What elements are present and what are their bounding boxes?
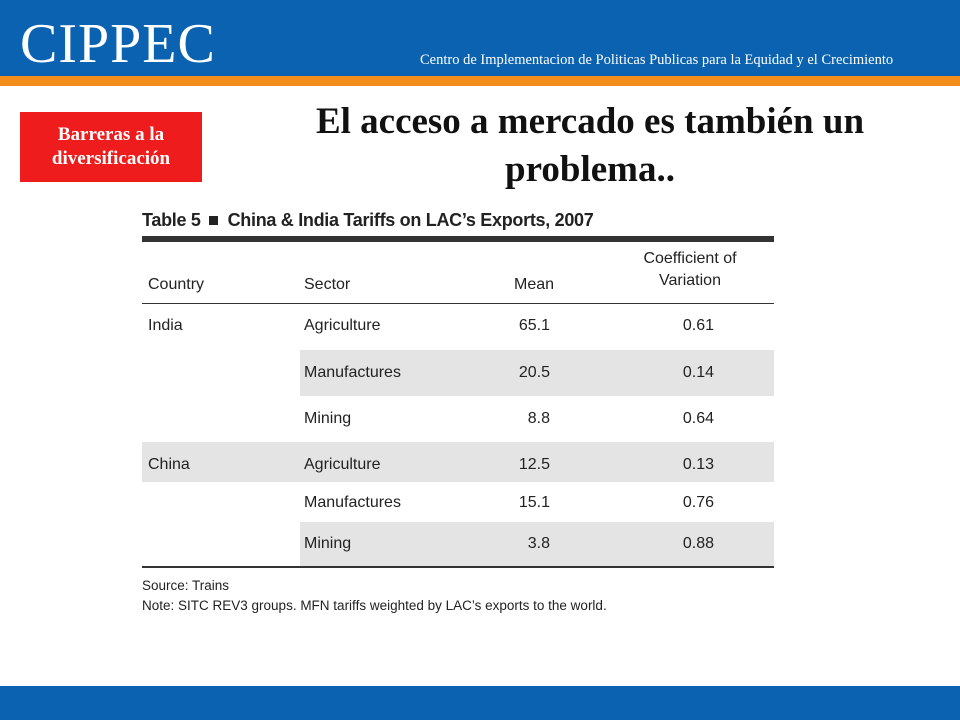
- row-shade-china-agriculture: [142, 442, 774, 482]
- table-cell-sector: Manufactures: [304, 494, 401, 511]
- header-sector: Sector: [304, 276, 351, 293]
- slide-title-line-2: problema..: [505, 149, 675, 190]
- table-cell-sector: Manufactures: [304, 364, 401, 381]
- header-mean: Mean: [514, 276, 555, 293]
- table-bottom-rule: [142, 566, 774, 568]
- table-cell-mean: 65.1: [518, 317, 550, 334]
- slide-title: El acceso a mercado es también un proble…: [230, 98, 950, 194]
- header-accent-stripe: [0, 76, 960, 86]
- table-cell-sector: Agriculture: [304, 456, 381, 473]
- footer-bar: [0, 686, 960, 720]
- table-cell-country: India: [148, 317, 183, 334]
- header-bar: CIPPEC Centro de Implementacion de Polit…: [0, 0, 960, 76]
- header-cov-line-1: Coefficient of: [643, 250, 737, 267]
- row-shade-india-manufactures: [300, 350, 774, 396]
- table-cell-cov: 0.61: [682, 317, 714, 334]
- table-cell-mean: 20.5: [518, 364, 550, 381]
- table-cell-country: China: [148, 456, 190, 473]
- table-top-rule: [142, 236, 774, 242]
- table-cell-mean: 3.8: [527, 535, 550, 552]
- square-bullet-icon: [208, 215, 218, 225]
- header-cov-line-2: Variation: [659, 272, 721, 289]
- row-shade-china-mining: [300, 522, 774, 566]
- table-cell-mean: 8.8: [527, 410, 550, 427]
- table-title: China & India Tariffs on LAC’s Exports, …: [227, 210, 594, 230]
- header-tagline: Centro de Implementacion de Politicas Pu…: [420, 52, 894, 68]
- table-caption: Table 5 China & India Tariffs on LAC’s Ex…: [142, 206, 774, 234]
- table-cell-cov: 0.88: [682, 535, 714, 552]
- table-cell-cov: 0.14: [682, 364, 714, 381]
- table-source: Source: Trains: [142, 578, 230, 593]
- table-note: Note: SITC REV3 groups. MFN tariffs weig…: [142, 598, 607, 613]
- table-cell-cov: 0.64: [682, 410, 714, 427]
- table-cell-cov: 0.76: [682, 494, 714, 511]
- section-badge: Barreras a la diversificación: [20, 112, 202, 182]
- header-coefficient-of-variation: Coefficient of Variation: [620, 248, 760, 292]
- table-cell-sector: Mining: [304, 535, 352, 552]
- slide-title-line-1: El acceso a mercado es también un: [315, 101, 865, 142]
- table-cell-sector: Mining: [304, 410, 352, 427]
- cippec-logo: CIPPEC: [20, 13, 216, 75]
- table-label: Table 5: [142, 210, 201, 230]
- badge-line-1: Barreras a la: [57, 124, 165, 145]
- table-header-rule: [142, 303, 774, 304]
- header-country: Country: [148, 276, 205, 293]
- table-cell-sector: Agriculture: [304, 317, 381, 334]
- table-cell-mean: 15.1: [518, 494, 550, 511]
- badge-line-2: diversificación: [51, 148, 171, 169]
- table-cell-cov: 0.13: [682, 456, 714, 473]
- table-cell-mean: 12.5: [518, 456, 550, 473]
